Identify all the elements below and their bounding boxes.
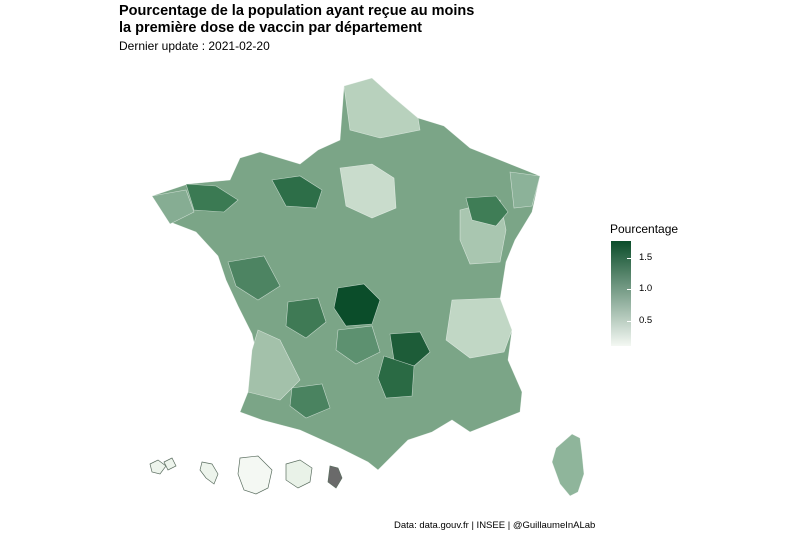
legend-tick-label: 0.5 bbox=[639, 315, 653, 326]
legend-tick-label: 1.5 bbox=[639, 252, 653, 263]
dept-correze bbox=[335, 325, 381, 365]
dept-lozere bbox=[389, 331, 431, 367]
dept-haute-saone bbox=[465, 195, 509, 227]
subtitle: Dernier update : 2021-02-20 bbox=[119, 39, 270, 53]
source-caption: Data: data.gouv.fr | INSEE | @GuillaumeI… bbox=[394, 520, 596, 531]
title-line-1: Pourcentage de la population ayant reçue… bbox=[119, 3, 475, 19]
dept-dordogne bbox=[285, 297, 327, 339]
corsica bbox=[551, 433, 585, 497]
dept-mayenne bbox=[271, 175, 323, 209]
legend-tickmark-1 bbox=[627, 258, 631, 259]
guadeloupe bbox=[149, 457, 177, 475]
dept-group-southwest bbox=[247, 329, 301, 401]
legend-tick-label: 1.0 bbox=[639, 283, 653, 294]
la-reunion bbox=[285, 459, 313, 489]
dept-group-paris bbox=[339, 163, 397, 219]
map-title: Pourcentage de la population ayant reçue… bbox=[119, 3, 599, 37]
guyane bbox=[237, 455, 273, 495]
dept-finistere bbox=[151, 189, 195, 225]
dept-vendee bbox=[227, 255, 281, 301]
title-line-2: la première dose de vaccin par départeme… bbox=[119, 20, 423, 36]
legend: Pourcentage 1.5 1.0 0.5 bbox=[610, 222, 679, 346]
dept-group-alps bbox=[445, 297, 513, 359]
dept-cotes-darmor bbox=[185, 183, 239, 213]
legend-tickmark-2 bbox=[627, 289, 631, 290]
dept-haute-vienne bbox=[333, 283, 381, 327]
legend-tickmark-3 bbox=[627, 321, 631, 322]
dept-group-northeast bbox=[343, 77, 421, 139]
france-outline bbox=[151, 77, 541, 471]
legend-colorbar bbox=[611, 241, 631, 346]
mayotte bbox=[327, 465, 343, 489]
legend-title: Pourcentage bbox=[610, 222, 679, 236]
martinique bbox=[199, 461, 219, 485]
dept-gers bbox=[289, 383, 331, 419]
dept-cantal-aveyron bbox=[377, 355, 415, 399]
dept-haut-rhin bbox=[509, 171, 541, 209]
